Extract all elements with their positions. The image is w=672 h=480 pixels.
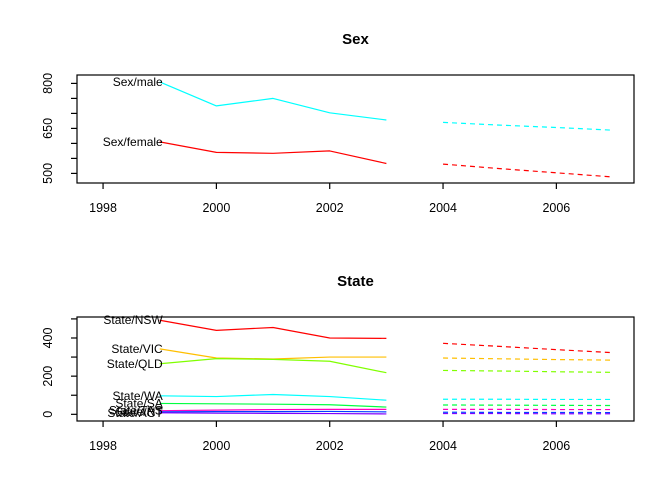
series-line-forecast-state-sa (443, 404, 614, 407)
series-line-history-state-tas (159, 408, 387, 412)
series-line-history-state-wa (159, 393, 387, 401)
series-label-sex-female: Sex/female (103, 135, 163, 149)
series-line-forecast-state-vic (443, 357, 614, 361)
y-axis-tick-label-sex: 500 (41, 163, 55, 184)
y-axis-tick-label-state: 0 (41, 411, 55, 418)
y-axis-tick-label-sex: 650 (41, 118, 55, 139)
x-axis-tick-label-state: 2006 (542, 439, 570, 453)
series-label-state-wa: State/WA (112, 389, 162, 403)
y-axis-tick-label-sex: 800 (41, 73, 55, 94)
series-label-state-sa: State/SA (115, 396, 162, 410)
series-label-state-nt: State/NT (115, 405, 163, 419)
x-axis-tick-label-sex: 1998 (89, 201, 117, 215)
chart-title-state: State (337, 273, 374, 290)
plot-box-state (76, 316, 635, 422)
series-line-history-sex-male (159, 81, 387, 121)
y-axis-tick-label-state: 400 (41, 328, 55, 349)
x-axis-tick-label-state: 2002 (316, 439, 344, 453)
series-label-state-tas: State/TAS (109, 404, 163, 418)
x-axis-tick-label-state: 2004 (429, 439, 457, 453)
x-axis-tick-label-sex: 2000 (202, 201, 230, 215)
series-line-history-state-sa (159, 402, 387, 408)
series-line-forecast-sex-male (443, 121, 614, 131)
series-label-state-qld: State/QLD (107, 357, 163, 371)
series-line-forecast-state-qld (443, 369, 614, 373)
x-axis-tick-label-sex: 2004 (429, 201, 457, 215)
series-label-state-nsw: State/NSW (103, 313, 163, 327)
series-line-history-state-qld (159, 358, 387, 374)
series-line-forecast-state-nsw (443, 342, 614, 354)
x-axis-tick-label-state: 2000 (202, 439, 230, 453)
x-axis-tick-label-sex: 2002 (316, 201, 344, 215)
series-line-history-sex-female (159, 141, 387, 165)
x-axis-tick-label-state: 1998 (89, 439, 117, 453)
series-line-history-state-nsw (159, 319, 387, 339)
series-label-state-act: State/ACT (107, 406, 163, 420)
chart-title-sex: Sex (342, 31, 369, 48)
series-line-forecast-sex-female (442, 163, 614, 178)
series-label-state-vic: State/VIC (111, 342, 163, 356)
series-label-sex-male: Sex/male (113, 75, 163, 89)
y-axis-tick-label-state: 200 (41, 366, 55, 387)
series-line-history-state-act (159, 412, 387, 415)
x-axis-tick-label-sex: 2006 (542, 201, 570, 215)
